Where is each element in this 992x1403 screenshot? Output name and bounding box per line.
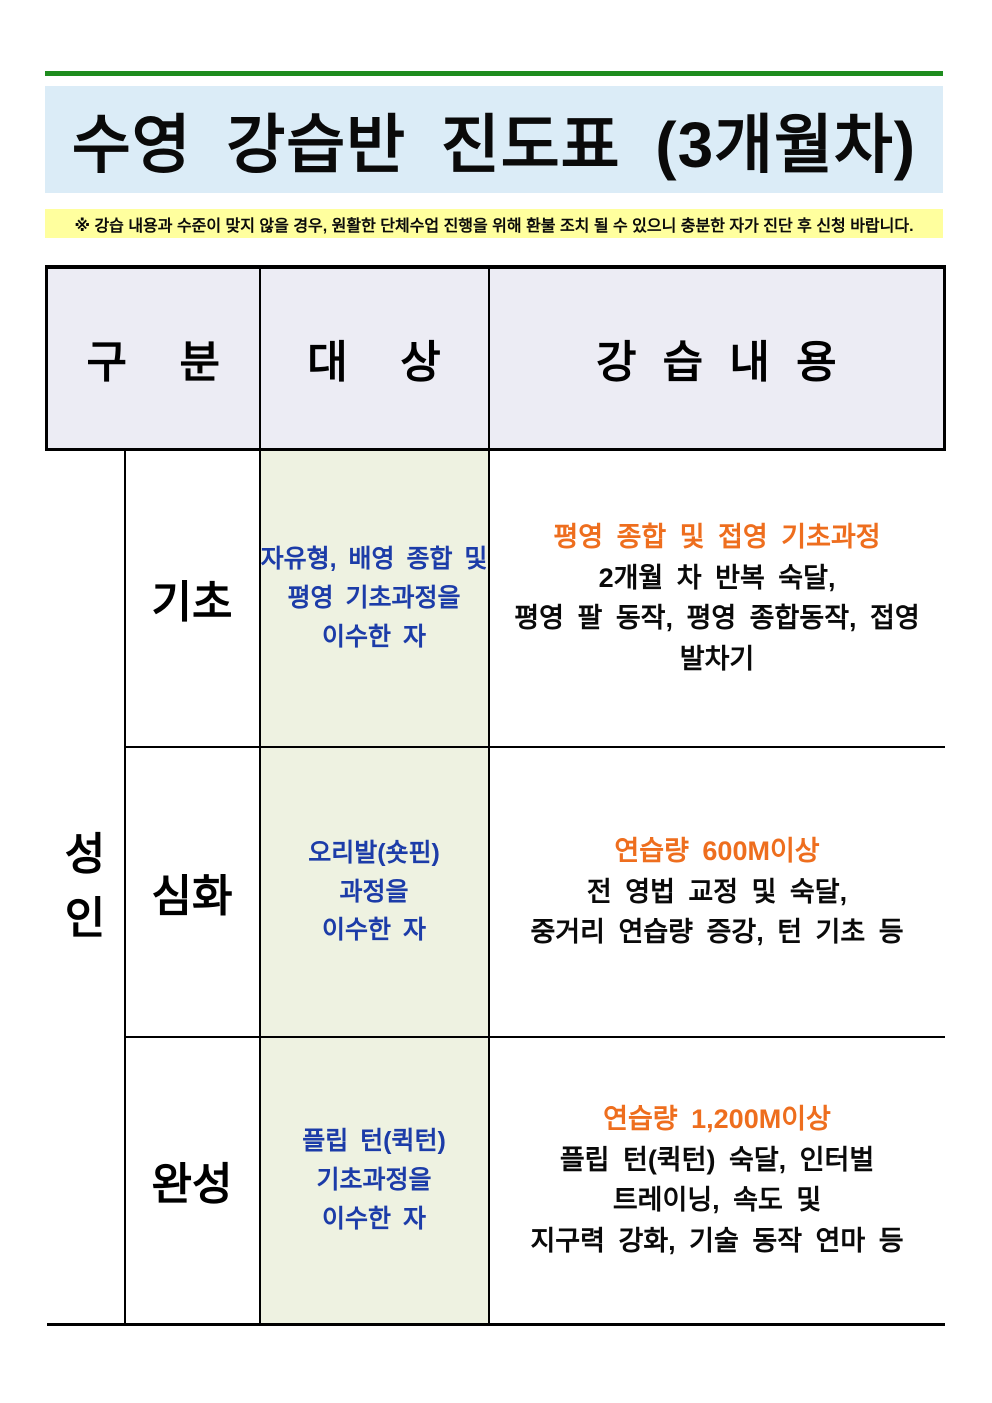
- level-cell-advanced: 심화: [123, 746, 261, 1038]
- progress-table: 구 분 대 상 강 습 내 용 성 인 기초 자유형, 배영 종합 및 평영 기…: [44, 265, 947, 1326]
- group-label-adult: 성 인: [46, 449, 126, 1326]
- top-accent-rule: [45, 71, 943, 76]
- level-cell-basic: 기초: [123, 448, 261, 748]
- target-cell-completion: 플립 턴(퀵턴) 기초과정을 이수한 자: [258, 1036, 490, 1326]
- notice-text: ※ 강습 내용과 수준이 맞지 않을 경우, 원활한 단체수업 진행을 위해 환…: [74, 217, 914, 235]
- column-header-category: 구 분: [44, 265, 261, 451]
- table-row-completion: 완성 플립 턴(퀵턴) 기초과정을 이수한 자 연습량 1,200M이상 플립 …: [47, 1036, 945, 1326]
- table-row-advanced: 심화 오리발(숏핀) 과정을 이수한 자 연습량 600M이상 전 영법 교정 …: [47, 746, 945, 1038]
- content-body-completion: 플립 턴(퀵턴) 숙달, 인터벌 트레이닝, 속도 및 지구력 강화, 기술 동…: [530, 1144, 904, 1256]
- table-row-basic: 성 인 기초 자유형, 배영 종합 및 평영 기초과정을 이수한 자 평영 종합…: [46, 448, 945, 1326]
- content-body-advanced: 전 영법 교정 및 숙달, 중거리 연습량 증강, 턴 기초 등: [530, 876, 904, 948]
- content-body-basic: 2개월 차 반복 숙달, 평영 팔 동작, 평영 종합동작, 접영 발차기: [514, 562, 920, 674]
- table-header-row: 구 분 대 상 강 습 내 용: [44, 265, 947, 451]
- content-heading-completion: 연습량 1,200M이상: [603, 1104, 831, 1135]
- content-cell-completion: 연습량 1,200M이상 플립 턴(퀵턴) 숙달, 인터벌 트레이닝, 속도 및…: [487, 1036, 945, 1326]
- content-cell-basic: 평영 종합 및 접영 기초과정 2개월 차 반복 숙달, 평영 팔 동작, 평영…: [487, 448, 945, 748]
- content-cell-advanced: 연습량 600M이상 전 영법 교정 및 숙달, 중거리 연습량 증강, 턴 기…: [487, 746, 945, 1038]
- target-cell-advanced: 오리발(숏핀) 과정을 이수한 자: [258, 746, 490, 1038]
- level-cell-completion: 완성: [123, 1036, 261, 1326]
- notice-banner: ※ 강습 내용과 수준이 맞지 않을 경우, 원활한 단체수업 진행을 위해 환…: [45, 209, 943, 238]
- content-heading-basic: 평영 종합 및 접영 기초과정: [553, 522, 881, 553]
- target-cell-basic: 자유형, 배영 종합 및 평영 기초과정을 이수한 자: [258, 448, 490, 748]
- content-heading-advanced: 연습량 600M이상: [614, 836, 820, 867]
- column-header-content: 강 습 내 용: [487, 265, 947, 451]
- column-header-target: 대 상: [258, 265, 490, 451]
- page-title: 수영 강습반 진도표 (3개월차): [71, 108, 917, 181]
- title-band: 수영 강습반 진도표 (3개월차): [45, 86, 943, 193]
